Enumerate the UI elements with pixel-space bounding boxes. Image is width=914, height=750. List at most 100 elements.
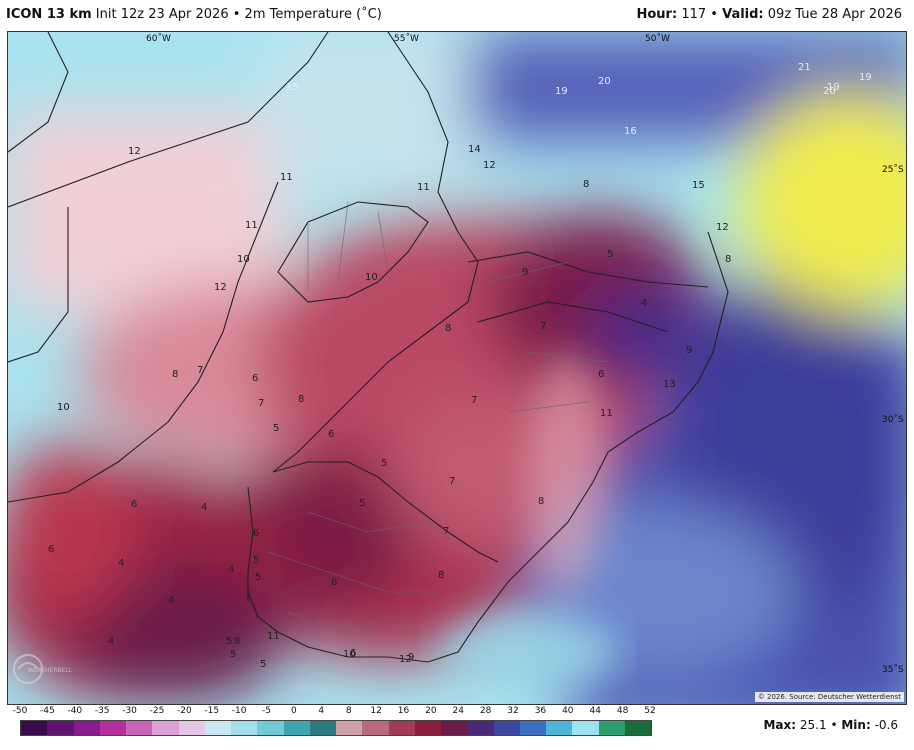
colorbar-segment <box>493 721 520 735</box>
temperature-value-label: 14 <box>468 144 481 155</box>
map-canvas: 60˚W 55˚W 50˚W 25˚S 30˚S 35˚S 15 19202120… <box>8 32 906 704</box>
lon-label: 55˚W <box>394 33 419 44</box>
logo-text: WEATHERBELL <box>28 667 73 674</box>
temperature-value-label: 12 <box>483 160 496 171</box>
temperature-value-label: 6 <box>331 577 337 588</box>
valid-label: Valid: <box>722 7 764 22</box>
temperature-value-label: 15 <box>286 82 299 93</box>
temperature-value-label: 5 <box>253 555 259 566</box>
temperature-value-label: 4 <box>118 558 124 569</box>
colorbar-tick-label: 36 <box>534 706 547 716</box>
temperature-value-label: 6 <box>350 648 356 659</box>
colorbar-segment <box>414 721 441 735</box>
colorbar-tick-label: 24 <box>452 706 464 716</box>
colorbar-tick-label: -35 <box>94 706 110 716</box>
temperature-value-label: 6 <box>131 499 137 510</box>
temperature-value-label: 8 <box>234 636 240 647</box>
temperature-value-label: 6 <box>48 544 54 555</box>
temperature-value-label: 20 <box>823 86 836 97</box>
colorbar-segment <box>467 721 494 735</box>
valid-value: 09z Tue 28 Apr 2026 <box>767 7 902 22</box>
temperature-value-label: 8 <box>298 394 304 405</box>
colorbar-segment <box>47 721 74 735</box>
colorbar-tick-label: 28 <box>479 706 492 716</box>
colorbar-tick-label: 52 <box>644 706 656 716</box>
colorbar-tick-label: -5 <box>262 706 272 716</box>
temperature-value-label: 21 <box>798 62 811 73</box>
colorbar-segment <box>21 721 48 735</box>
temperature-value-label: 10 <box>343 649 356 660</box>
temperature-value-label: 11 <box>245 220 258 231</box>
temperature-value-label: 19 <box>827 82 840 93</box>
temperature-value-label: 6 <box>253 528 259 539</box>
hour-label: Hour: <box>636 7 678 22</box>
max-value: 25.1 <box>799 718 827 732</box>
temperature-field <box>8 32 906 704</box>
temperature-value-label: 6 <box>328 429 334 440</box>
temperature-value-label: 5 <box>255 572 261 583</box>
colorbar-ticks: -50 -45 -40 -35 -30 -25 -20 -15 -10 -5 0 4 8 12 16 20 24… <box>12 706 657 718</box>
separator: • <box>232 7 241 22</box>
temperature-value-label: 7 <box>540 321 546 332</box>
temperature-value-label: 4 <box>201 502 207 513</box>
temperature-value-label: 5 <box>359 498 365 509</box>
source-credit: © 2026. Source: Deutscher Wetterdienst <box>754 692 904 702</box>
colorbar-segment <box>546 721 573 735</box>
temperature-value-label: 4 <box>228 564 234 575</box>
colorbar-tick-label: 16 <box>397 706 410 716</box>
colorbar-tick-label: -10 <box>231 706 247 716</box>
temperature-value-label: 5 <box>230 649 236 660</box>
max-label: Max: <box>763 718 797 732</box>
colorbar-gradient <box>20 720 652 736</box>
colorbar-segment <box>152 721 179 735</box>
colorbar-tick-label: -15 <box>204 706 220 716</box>
min-max-stats: Max: 25.1 • Min: -0.6 <box>763 718 898 732</box>
temperature-value-label: 6 <box>252 373 258 384</box>
init-time: Init 12z 23 Apr 2026 <box>95 7 229 22</box>
temperature-value-label: 11 <box>417 182 430 193</box>
temperature-value-label: 8 <box>538 496 544 507</box>
colorbar-segment <box>99 721 126 735</box>
header-right: Hour: 117 • Valid: 09z Tue 28 Apr 2026 <box>636 0 902 30</box>
colorbar-segment <box>519 721 546 735</box>
colorbar-tick-label: 48 <box>616 706 629 716</box>
colorbar: -50 -45 -40 -35 -30 -25 -20 -15 -10 -5 0 4 8 12 16 20 24… <box>12 706 657 746</box>
temperature-value-label: 4 <box>168 595 174 606</box>
temperature-value-label: 5 <box>226 636 232 647</box>
colorbar-segment <box>73 721 100 735</box>
separator: • <box>710 7 718 22</box>
borders <box>8 32 729 663</box>
colorbar-segment <box>624 721 651 735</box>
temperature-value-label: 5 <box>607 249 613 260</box>
temperature-value-label: 9 <box>686 345 692 356</box>
temperature-value-label: 6 <box>598 369 604 380</box>
colorbar-segment <box>362 721 389 735</box>
temperature-value-label: 11 <box>267 631 280 642</box>
temperature-value-label: 5 <box>273 423 279 434</box>
temperature-value-label: 7 <box>443 526 449 537</box>
colorbar-segment <box>309 721 336 735</box>
colorbar-tick-label: -45 <box>40 706 55 716</box>
colorbar-tick-label: 4 <box>318 706 325 716</box>
colorbar-segment <box>336 721 363 735</box>
colorbar-tick-label: 40 <box>562 706 574 716</box>
temperature-value-label: 9 <box>522 267 528 278</box>
colorbar-tick-label: 32 <box>507 706 519 716</box>
min-value: -0.6 <box>874 718 898 732</box>
map-header: ICON 13 km Init 12z 23 Apr 2026 • 2m Tem… <box>0 0 914 30</box>
colorbar-tick-label: -30 <box>122 706 137 716</box>
colorbar-tick-label: 8 <box>345 706 352 716</box>
temperature-value-label: 7 <box>449 476 455 487</box>
temperature-value-label: 10 <box>237 254 250 265</box>
temperature-value-label: 7 <box>471 395 477 406</box>
temperature-value-label: 9 <box>408 652 414 663</box>
temperature-value-label: 12 <box>128 146 141 157</box>
colorbar-segment <box>572 721 599 735</box>
variable-name: 2m Temperature (˚C) <box>244 7 382 22</box>
temperature-value-label: 10 <box>57 402 70 413</box>
temperature-value-label: 15 <box>692 180 705 191</box>
colorbar-segment <box>441 721 468 735</box>
colorbar-segment <box>126 721 153 735</box>
temperature-value-label: 4 <box>641 298 647 309</box>
